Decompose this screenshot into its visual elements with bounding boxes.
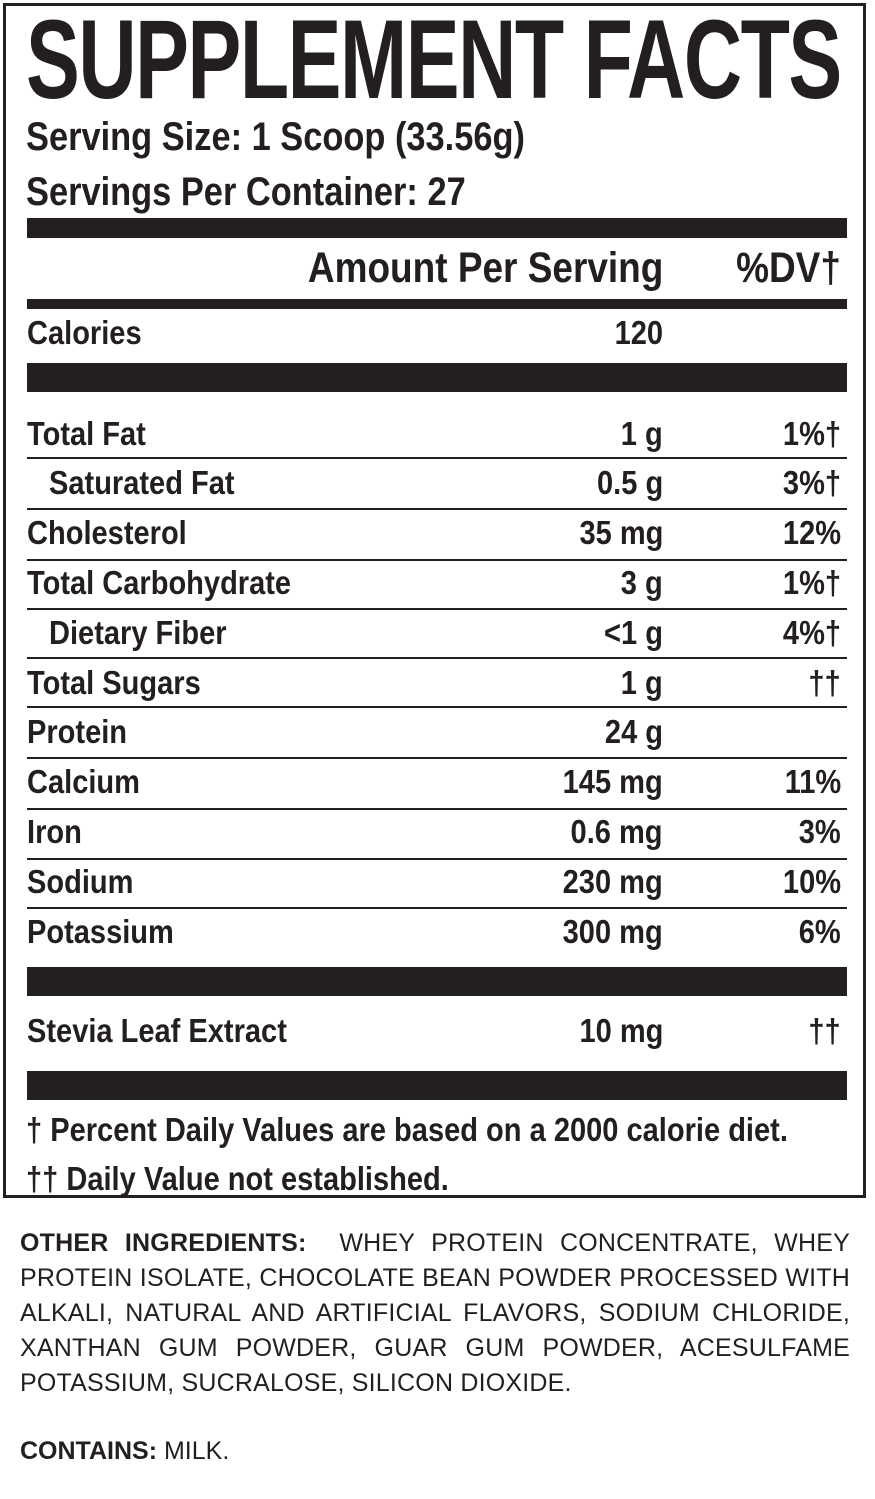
ingredient-amount: 10 mg <box>579 1012 663 1049</box>
servings-per-container: Servings Per Container: 27 <box>26 170 466 214</box>
nutrient-row: Cholesterol 35 mg 12% <box>27 508 847 558</box>
nutrient-row: Potassium 300 mg 6% <box>27 907 847 957</box>
row-divider <box>27 608 847 610</box>
other-ingredients-label: OTHER INGREDIENTS: <box>20 1229 307 1257</box>
nutrient-name: Total Sugars <box>27 664 201 701</box>
nutrient-amount: 1 g <box>621 415 663 452</box>
nutrient-name: Protein <box>27 713 128 750</box>
nutrient-row: Total Sugars 1 g †† <box>27 658 847 708</box>
medium-divider <box>27 299 847 309</box>
nutrient-name: Total Carbohydrate <box>27 564 292 601</box>
nutrient-row: Sodium 230 mg 10% <box>27 857 847 907</box>
nutrient-row: Dietary Fiber <1 g 4%† <box>27 608 847 658</box>
calories-value: 120 <box>614 314 663 351</box>
nutrient-amount: 300 mg <box>562 913 663 950</box>
allergen-statement: CONTAINS: MILK. <box>20 1434 229 1469</box>
panel-title: SUPPLEMENT FACTS <box>26 3 842 122</box>
nutrient-name: Calcium <box>27 763 140 800</box>
nutrient-row: Calcium 145 mg 11% <box>27 757 847 807</box>
nutrient-row: Iron 0.6 mg 3% <box>27 807 847 857</box>
nutrient-amount: 24 g <box>604 713 663 750</box>
nutrient-row: Saturated Fat 0.5 g 3%† <box>27 458 847 508</box>
nutrient-name: Total Fat <box>27 415 146 452</box>
nutrient-name: Dietary Fiber <box>49 614 227 651</box>
nutrient-row: Total Fat 1 g 1%† <box>27 409 847 459</box>
serving-size: Serving Size: 1 Scoop (33.56g) <box>26 115 525 159</box>
nutrient-name: Cholesterol <box>27 514 187 551</box>
nutrient-amount: <1 g <box>604 614 663 651</box>
contains-label: CONTAINS: <box>20 1437 158 1465</box>
amount-per-serving-header: Amount Per Serving <box>307 244 663 292</box>
calories-label: Calories <box>27 314 142 351</box>
nutrient-name: Saturated Fat <box>49 464 235 501</box>
nutrient-dv: 1%† <box>782 564 841 601</box>
contains-text: MILK. <box>163 1437 230 1465</box>
nutrient-dv: 10% <box>782 863 841 900</box>
other-ingredients-text: WHEY PROTEIN CONCENTRATE, WHEY PROTEIN I… <box>20 1229 850 1397</box>
daily-value-header: %DV† <box>736 244 841 292</box>
row-divider <box>27 559 847 561</box>
column-header: Amount Per Serving %DV† <box>27 236 847 300</box>
thick-divider <box>27 1071 847 1100</box>
thick-divider <box>27 363 847 392</box>
calories-row: Calories 120 <box>27 308 847 358</box>
nutrient-amount: 230 mg <box>562 863 663 900</box>
nutrient-name: Potassium <box>27 913 174 950</box>
supplement-facts-panel: SUPPLEMENT FACTS Serving Size: 1 Scoop (… <box>3 3 866 1198</box>
nutrient-name: Sodium <box>27 863 134 900</box>
nutrient-amount: 35 mg <box>579 514 663 551</box>
row-divider <box>27 657 847 659</box>
nutrient-dv: 3% <box>799 813 841 850</box>
nutrient-dv: †† <box>808 664 841 701</box>
nutrient-amount: 3 g <box>621 564 663 601</box>
other-ingredients: OTHER INGREDIENTS: WHEY PROTEIN CONCENTR… <box>20 1226 850 1401</box>
nutrient-amount: 0.6 mg <box>570 813 663 850</box>
other-ingredient-row: Stevia Leaf Extract 10 mg †† <box>27 1006 847 1056</box>
nutrient-dv: 11% <box>784 763 841 800</box>
thick-divider <box>27 218 847 238</box>
row-divider <box>27 757 847 759</box>
row-divider <box>27 508 847 510</box>
row-divider <box>27 858 847 860</box>
nutrient-amount: 145 mg <box>562 763 663 800</box>
ingredient-name: Stevia Leaf Extract <box>27 1012 287 1049</box>
nutrient-row: Total Carbohydrate 3 g 1%† <box>27 558 847 608</box>
nutrient-row: Protein 24 g <box>27 707 847 757</box>
row-divider <box>27 457 847 459</box>
row-divider <box>27 907 847 909</box>
nutrient-amount: 1 g <box>621 664 663 701</box>
nutrient-dv: 6% <box>799 913 841 950</box>
thick-divider <box>27 967 847 996</box>
nutrient-dv: 12% <box>782 514 841 551</box>
nutrient-dv: 3%† <box>782 464 841 501</box>
nutrient-dv: 1%† <box>782 415 841 452</box>
nutrient-dv: 4%† <box>782 614 841 651</box>
nutrient-name: Iron <box>27 813 82 850</box>
ingredient-dv: †† <box>808 1012 841 1049</box>
row-divider <box>27 808 847 810</box>
row-divider <box>27 706 847 708</box>
not-established-footnote: †† Daily Value not established. <box>26 1160 449 1197</box>
nutrient-amount: 0.5 g <box>596 464 663 501</box>
dv-footnote: † Percent Daily Values are based on a 20… <box>26 1111 788 1148</box>
